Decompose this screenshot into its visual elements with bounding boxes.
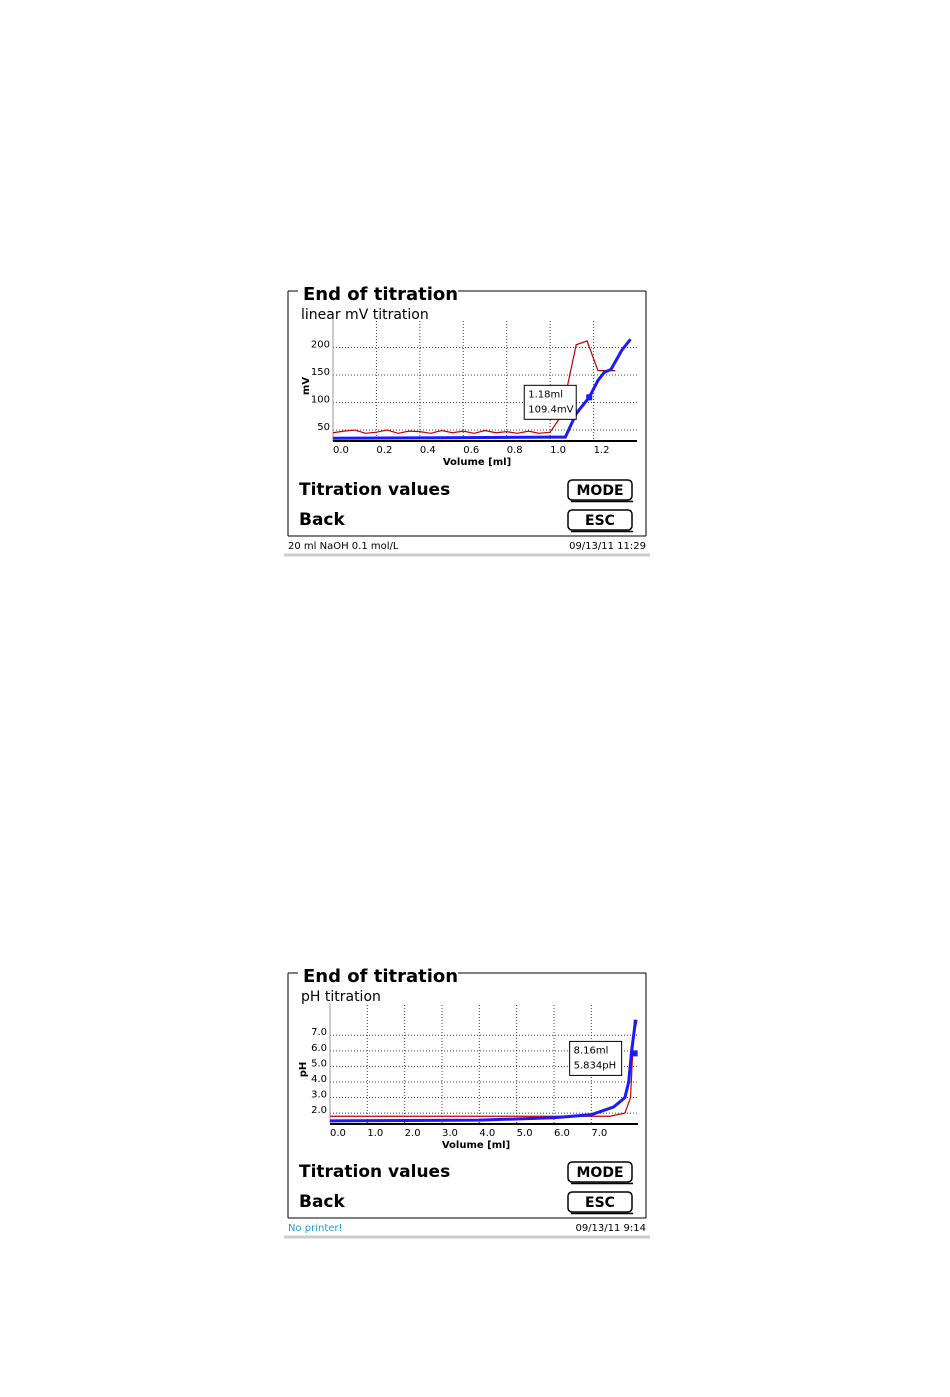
- annotation-label: 109.4mV: [528, 404, 573, 415]
- y-tick-label: 7.0: [311, 1027, 327, 1038]
- annotation-marker: [586, 394, 593, 401]
- screen-title: End of titration: [303, 284, 458, 305]
- annotation-label: 1.18ml: [528, 389, 563, 400]
- y-axis-label: pH: [298, 1062, 309, 1078]
- x-tick-label: 7.0: [591, 1128, 607, 1139]
- button[interactable]: [567, 1161, 633, 1183]
- menu-item[interactable]: Back: [299, 1192, 346, 1212]
- y-tick-label: 200: [311, 340, 330, 351]
- y-tick-label: 150: [311, 367, 330, 378]
- annotation-box: [523, 384, 577, 420]
- button-label[interactable]: ESC: [585, 513, 615, 529]
- x-tick-label: 6.0: [554, 1128, 570, 1139]
- button[interactable]: [567, 1191, 633, 1213]
- menu-item[interactable]: Back: [299, 510, 346, 530]
- x-tick-label: 0.2: [376, 445, 392, 456]
- x-tick-label: 5.0: [517, 1128, 533, 1139]
- status-right: 09/13/11 11:29: [569, 541, 646, 552]
- x-tick-label: 0.4: [420, 445, 436, 456]
- annotation-marker: [631, 1050, 638, 1057]
- button[interactable]: [567, 479, 633, 501]
- y-tick-label: 6.0: [311, 1043, 327, 1054]
- button[interactable]: [567, 509, 633, 531]
- y-tick-label: 100: [311, 395, 330, 406]
- x-axis-label: Volume [ml]: [443, 457, 511, 468]
- x-tick-label: 0.6: [463, 445, 479, 456]
- data-line: [329, 1019, 638, 1123]
- y-axis-label: mV: [301, 377, 312, 395]
- data-line: [330, 1019, 635, 1117]
- screen-subtitle: pH titration: [301, 989, 381, 1005]
- button-label[interactable]: MODE: [576, 483, 623, 499]
- x-tick-label: 1.2: [594, 445, 610, 456]
- annotation-box: [569, 1040, 623, 1076]
- status-left: 20 ml NaOH 0.1 mol/L: [288, 541, 399, 552]
- data-line: [332, 338, 632, 440]
- x-tick-label: 0.0: [333, 445, 349, 456]
- x-axis-label: Volume [ml]: [442, 1140, 510, 1151]
- x-tick-label: 1.0: [550, 445, 566, 456]
- x-tick-label: 2.0: [405, 1128, 421, 1139]
- x-tick-label: 0.8: [507, 445, 523, 456]
- screen-subtitle: linear mV titration: [301, 307, 429, 323]
- y-tick-label: 5.0: [311, 1058, 327, 1069]
- annotation-label: 8.16ml: [574, 1045, 609, 1056]
- status-right: 09/13/11 9:14: [575, 1223, 646, 1234]
- annotation-label: 5.834pH: [574, 1060, 617, 1071]
- button-label[interactable]: MODE: [576, 1165, 623, 1181]
- y-tick-label: 4.0: [311, 1074, 327, 1085]
- x-tick-label: 4.0: [479, 1128, 495, 1139]
- menu-item[interactable]: Titration values: [299, 1162, 450, 1182]
- button-label[interactable]: ESC: [585, 1195, 615, 1211]
- x-tick-label: 0.0: [330, 1128, 346, 1139]
- y-tick-label: 3.0: [311, 1090, 327, 1101]
- x-tick-label: 1.0: [367, 1128, 383, 1139]
- device-screen: End of titration linear mV titration 50 100…: [284, 284, 650, 557]
- device-screen: End of titration pH titration 2.0 3.0 4.0 5.0…: [284, 966, 650, 1239]
- y-tick-label: 50: [317, 422, 330, 433]
- y-tick-label: 2.0: [311, 1105, 327, 1116]
- x-tick-label: 3.0: [442, 1128, 458, 1139]
- screen-title: End of titration: [303, 966, 458, 987]
- menu-item[interactable]: Titration values: [299, 480, 450, 500]
- status-left: No printer!: [288, 1223, 343, 1234]
